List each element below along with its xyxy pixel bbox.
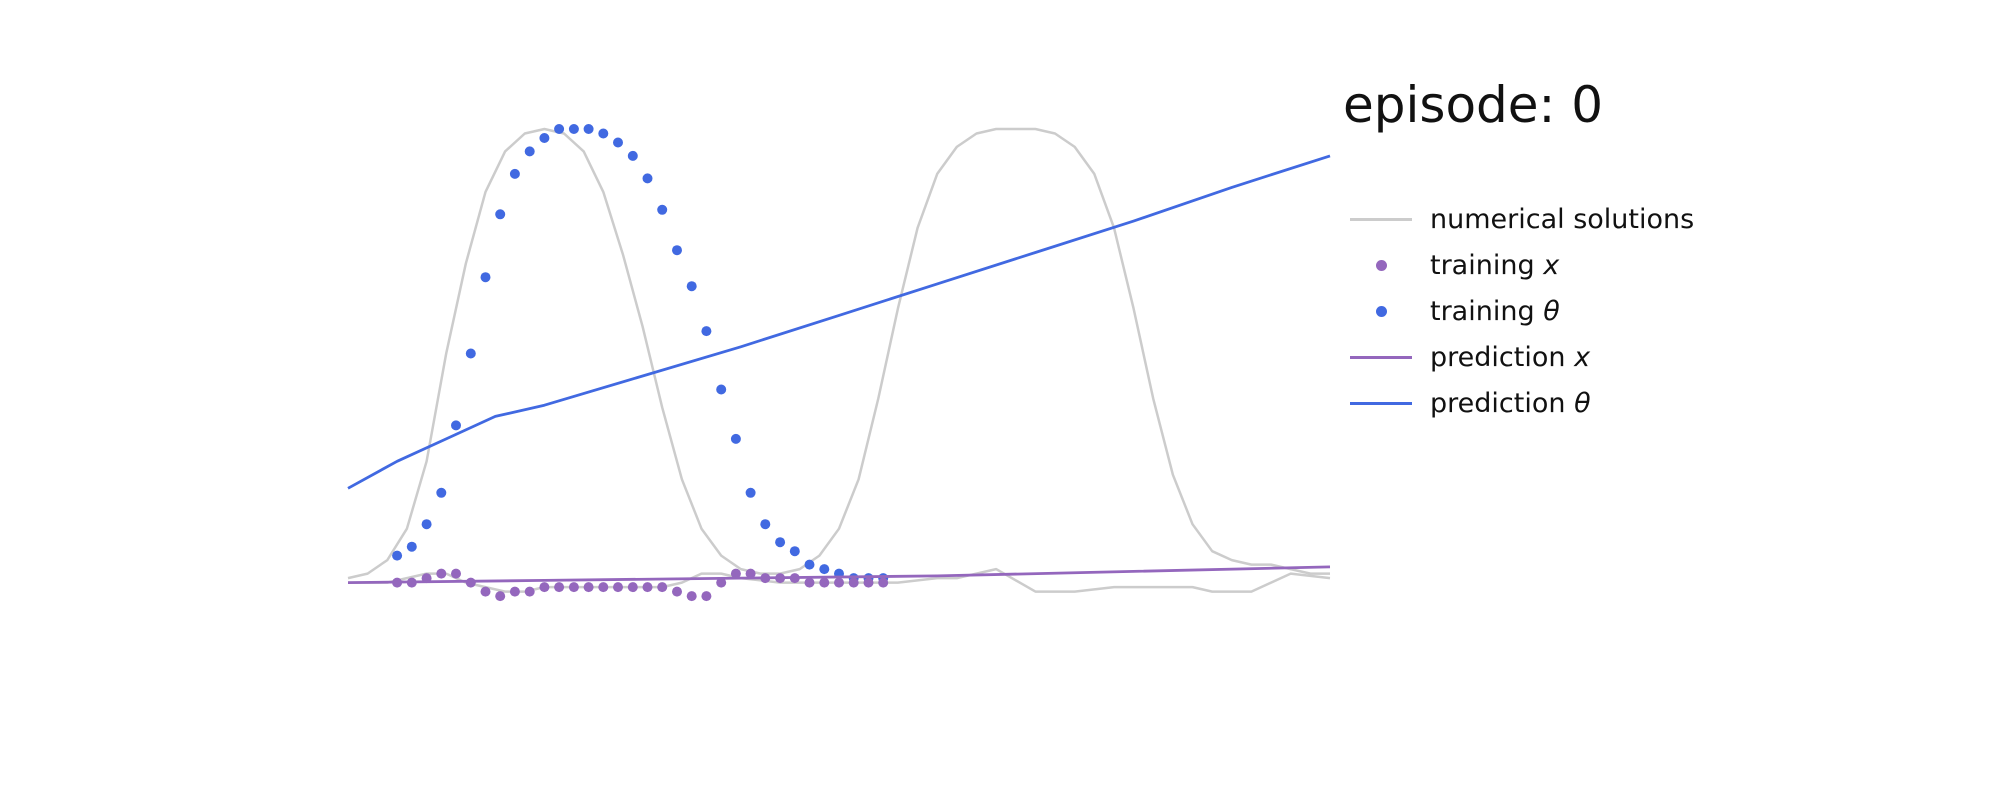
- training-x-point: [804, 577, 815, 588]
- training-x-point: [642, 582, 653, 593]
- training-theta-point: [775, 537, 786, 548]
- training-x-point: [568, 582, 579, 593]
- training-x-point: [613, 582, 623, 593]
- training-x-point: [657, 582, 668, 593]
- training-theta-point: [819, 564, 830, 575]
- legend-marker-dot: [1350, 296, 1412, 326]
- training-theta-point: [598, 128, 609, 139]
- legend-label: prediction θ: [1430, 388, 1591, 419]
- training-x-point: [451, 568, 461, 579]
- training-theta-point: [686, 281, 697, 292]
- legend-label-text: training: [1430, 295, 1535, 327]
- training-theta-point: [421, 519, 432, 530]
- training-theta-point: [436, 487, 447, 498]
- numerical-solutions-line-0: [347, 127, 1330, 580]
- legend-label: prediction x: [1430, 342, 1590, 373]
- training-theta-point: [539, 133, 550, 143]
- title-value: 0: [1571, 76, 1604, 134]
- training-theta-point: [451, 420, 461, 431]
- legend-entry: training x: [1350, 242, 1694, 288]
- training-theta-point: [509, 168, 520, 179]
- legend-label-text: numerical solutions: [1430, 203, 1695, 235]
- training-theta-point: [480, 272, 491, 283]
- training-x-point: [524, 586, 535, 597]
- legend-label-variable: x: [1574, 341, 1591, 373]
- training-x-point: [672, 586, 682, 597]
- training-x-point: [480, 586, 491, 597]
- training-theta-point: [657, 204, 668, 215]
- training-theta-point: [745, 487, 756, 498]
- legend-entry: training θ: [1350, 288, 1694, 334]
- training-theta-point: [730, 433, 741, 444]
- numerical-solutions-line-1: [348, 567, 1331, 593]
- training-x-point: [554, 582, 565, 593]
- training-theta-point: [627, 150, 638, 161]
- legend-label-text: prediction: [1430, 387, 1566, 419]
- legend-entry: numerical solutions: [1350, 196, 1694, 242]
- legend-marker-line: [1350, 342, 1412, 372]
- legend-label-text: prediction: [1430, 341, 1566, 373]
- prediction-theta-line-4: [347, 154, 1331, 490]
- training-x-point: [716, 577, 727, 588]
- training-x-point: [495, 591, 506, 602]
- legend-label-text: training: [1430, 249, 1535, 281]
- training-theta-point: [701, 326, 712, 337]
- legend-marker-dot: [1350, 250, 1412, 280]
- series-layer: [347, 124, 1331, 602]
- training-x-point: [701, 591, 712, 602]
- training-theta-point: [642, 173, 653, 184]
- training-x-point: [598, 582, 609, 593]
- legend-label-variable: θ: [1543, 295, 1560, 327]
- training-x-point: [745, 568, 756, 579]
- title-prefix: episode:: [1343, 76, 1556, 134]
- training-x-point: [834, 577, 844, 588]
- training-x-point: [819, 577, 830, 588]
- training-x-point: [848, 577, 859, 588]
- training-theta-point: [613, 137, 623, 148]
- training-x-point: [583, 582, 594, 593]
- training-theta-point: [392, 550, 403, 561]
- legend-marker-line: [1350, 204, 1412, 234]
- training-theta-point: [406, 541, 417, 552]
- training-x-point: [436, 568, 447, 579]
- training-theta-point: [672, 245, 682, 256]
- training-theta-point: [495, 209, 506, 220]
- training-theta-point: [760, 519, 771, 530]
- training-x-point: [878, 577, 889, 588]
- training-theta-point: [789, 546, 800, 557]
- legend-marker-line: [1350, 388, 1412, 418]
- prediction-x-line-5: [347, 565, 1331, 584]
- training-theta-point: [465, 348, 476, 359]
- training-theta-point: [524, 146, 535, 157]
- training-x-point: [539, 582, 550, 593]
- legend-entry: prediction x: [1350, 334, 1694, 380]
- legend-label-variable: x: [1543, 249, 1560, 281]
- legend-label: training θ: [1430, 296, 1560, 327]
- training-theta-point: [716, 384, 727, 395]
- training-x-point: [686, 591, 697, 602]
- chart-title: episode: 0: [1343, 76, 1603, 134]
- training-theta-point: [568, 124, 579, 134]
- training-x-point: [863, 577, 874, 588]
- training-x-point: [730, 568, 741, 579]
- training-theta-point: [804, 559, 815, 570]
- legend-entry: prediction θ: [1350, 380, 1694, 426]
- legend-label-variable: θ: [1574, 387, 1591, 419]
- legend-label: numerical solutions: [1430, 204, 1694, 235]
- legend-label: training x: [1430, 250, 1559, 281]
- training-theta-point: [554, 124, 565, 134]
- training-theta-point: [583, 124, 594, 134]
- training-x-point: [509, 586, 520, 597]
- training-x-point: [627, 582, 638, 593]
